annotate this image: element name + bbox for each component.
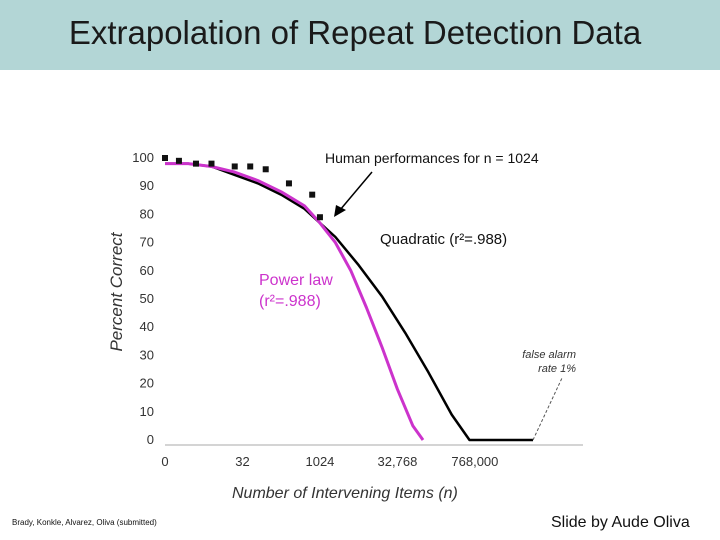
y-tick-label: 30 [140,347,154,362]
y-tick-label: 80 [140,206,154,221]
title-bar [0,0,720,70]
data-point-marker [285,180,292,187]
x-axis-label: Number of Intervening Items (n) [232,485,458,502]
x-tick-label: 0 [161,454,168,469]
data-point-marker [316,214,323,221]
false-alarm-annotation: false alarm rate 1% [512,348,576,376]
y-tick-label: 70 [140,235,154,250]
quadratic-fit-line [165,162,533,442]
power-law-r2: (r²=.988) [259,293,321,310]
data-point-marker [309,191,316,198]
x-tick-label: 32,768 [378,454,418,469]
annotation-arrowhead [334,205,346,217]
y-tick-label: 100 [132,150,154,165]
data-point-marker [247,163,254,170]
y-axis-label: Percent Correct [107,232,126,352]
false-alarm-label: false alarm [522,349,576,361]
power-law-annotation: Power law (r²=.988) [259,270,333,312]
data-point-marker [162,155,168,161]
data-point-marker [192,160,199,167]
false-alarm-leader-line [532,377,563,441]
x-tick-label: 1024 [305,454,334,469]
human-performance-annotation: Human performances for n = 1024 [325,150,539,166]
quadratic-annotation: Quadratic (r²=.988) [380,231,508,248]
data-point-marker [175,157,182,164]
y-tick-label: 60 [140,263,154,278]
x-tick-label: 768,000 [451,454,498,469]
data-point-marker [262,166,269,173]
power-law-label: Power law [259,272,333,289]
y-tick-label: 40 [140,319,154,334]
power-law-fit-line [165,162,425,441]
y-tick-label: 10 [140,404,154,419]
slide-title: Extrapolation of Repeat Detection Data [68,14,642,51]
y-tick-label: 90 [140,178,154,193]
annotation-arrow [339,171,373,211]
data-point-marker [208,160,215,167]
y-tick-label: 50 [140,291,154,306]
y-tick-label: 20 [140,376,154,391]
data-point-marker [231,163,238,170]
citation: Brady, Konkle, Alvarez, Oliva (submitted… [12,518,157,527]
slide-credit: Slide by Aude Oliva [551,514,690,531]
false-alarm-rate: rate 1% [538,363,576,375]
y-tick-label: 0 [147,432,154,447]
x-tick-label: 32 [235,454,249,469]
